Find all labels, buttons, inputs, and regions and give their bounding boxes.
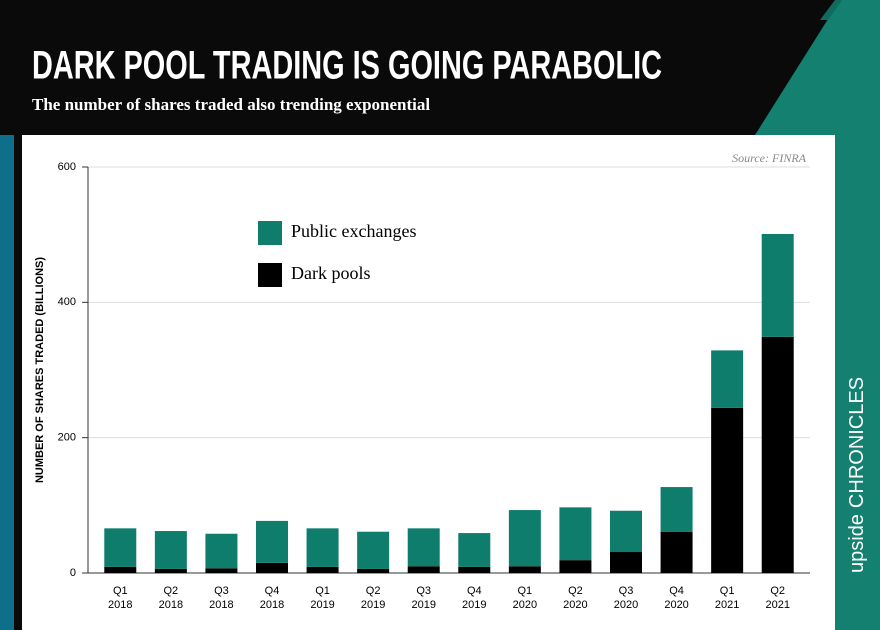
x-tick-line: Q2 [568, 585, 583, 597]
x-tick-line: Q4 [669, 585, 684, 597]
x-tick-line: Q2 [770, 585, 785, 597]
legend-swatch [258, 221, 282, 245]
bar-segment [660, 487, 693, 532]
stripe [820, 0, 842, 20]
x-tick-label: Q1 2018 [108, 585, 132, 611]
left-strip [0, 135, 14, 630]
bar-segment [559, 507, 592, 561]
x-tick-label: Q2 2020 [563, 585, 587, 611]
legend-label: Dark pools [291, 263, 371, 283]
bar-segment [559, 560, 592, 573]
bar-segment [610, 510, 642, 553]
x-tick-line: Q3 [416, 585, 431, 597]
bar-segment [458, 533, 491, 567]
x-tick-line: 2019 [361, 599, 385, 611]
bar-segment [104, 566, 137, 573]
bar-segment [205, 533, 238, 569]
x-tick-line: 2018 [209, 599, 233, 611]
bar-segment [256, 562, 288, 573]
x-tick-label: Q2 2021 [765, 585, 789, 611]
right-strip [835, 135, 880, 630]
brand-word: CHRONICLES [846, 377, 868, 508]
bar-segment [711, 407, 744, 573]
bar-segment [205, 568, 238, 573]
bar-segment [104, 528, 137, 567]
x-tick-label: Q4 2020 [664, 585, 688, 611]
x-tick-label: Q3 2020 [614, 585, 638, 611]
y-axis-label: NUMBER OF SHARES TRADED (BILLIONS) [34, 257, 46, 483]
bar-segment [508, 510, 541, 567]
bar-segment [660, 531, 693, 573]
bar-segment [154, 568, 187, 573]
x-tick-line: 2020 [614, 599, 638, 611]
bar-segment [306, 528, 339, 567]
y-tick-label: 200 [58, 432, 76, 444]
bar-segment [508, 566, 541, 573]
bar-segment [357, 568, 390, 573]
x-tick-line: 2019 [411, 599, 435, 611]
x-tick-label: Q2 2018 [159, 585, 183, 611]
bar-segment [711, 350, 744, 408]
x-tick-line: 2018 [260, 599, 284, 611]
x-tick-line: 2021 [715, 599, 739, 611]
x-tick-line: 2018 [108, 599, 132, 611]
bar-segment [154, 531, 187, 569]
x-tick-line: Q3 [214, 585, 229, 597]
x-tick-line: Q1 [720, 585, 735, 597]
x-tick-line: Q1 [518, 585, 533, 597]
chart-title: DARK POOL TRADING IS GOING PARABOLIC [32, 44, 662, 88]
y-tick-label: 0 [70, 567, 76, 579]
bar-segment [407, 566, 440, 573]
x-tick-line: Q4 [265, 585, 280, 597]
x-tick-label: Q4 2018 [260, 585, 284, 611]
x-tick-line: Q2 [164, 585, 179, 597]
y-tick-label: 400 [58, 296, 76, 308]
x-tick-line: 2020 [563, 599, 587, 611]
x-tick-label: Q1 2019 [310, 585, 334, 611]
bar-segment [407, 528, 440, 567]
x-tick-line: 2019 [462, 599, 486, 611]
x-tick-line: 2019 [310, 599, 334, 611]
stripe [755, 0, 880, 135]
x-tick-label: Q2 2019 [361, 585, 385, 611]
x-tick-line: 2020 [664, 599, 688, 611]
x-tick-line: Q1 [315, 585, 330, 597]
x-tick-line: Q2 [366, 585, 381, 597]
x-tick-line: 2020 [513, 599, 537, 611]
x-tick-label: Q3 2018 [209, 585, 233, 611]
bar-segment [306, 566, 339, 573]
source: Source: FINRA [732, 151, 807, 165]
x-tick-line: Q3 [619, 585, 634, 597]
y-tick-label: 600 [58, 161, 76, 173]
x-tick-label: Q4 2019 [462, 585, 486, 611]
x-tick-label: Q1 2021 [715, 585, 739, 611]
subtitle: The number of shares traded also trendin… [32, 95, 430, 114]
bar-segment [761, 336, 794, 573]
bar-segment [458, 566, 491, 573]
legend-swatch [258, 263, 282, 287]
x-tick-line: Q4 [467, 585, 482, 597]
x-tick-label: Q1 2020 [513, 585, 537, 611]
bar-segment [610, 552, 642, 573]
x-tick-line: 2018 [159, 599, 183, 611]
x-tick-label: Q3 2019 [411, 585, 435, 611]
bar-segment [761, 233, 794, 337]
bar-segment [256, 520, 288, 563]
legend-label: Public exchanges [291, 221, 416, 241]
x-tick-line: Q1 [113, 585, 128, 597]
brand-word: upside [846, 514, 868, 573]
x-tick-line: 2021 [765, 599, 789, 611]
brand: upside CHRONICLES [846, 377, 868, 573]
bar-segment [357, 531, 390, 569]
